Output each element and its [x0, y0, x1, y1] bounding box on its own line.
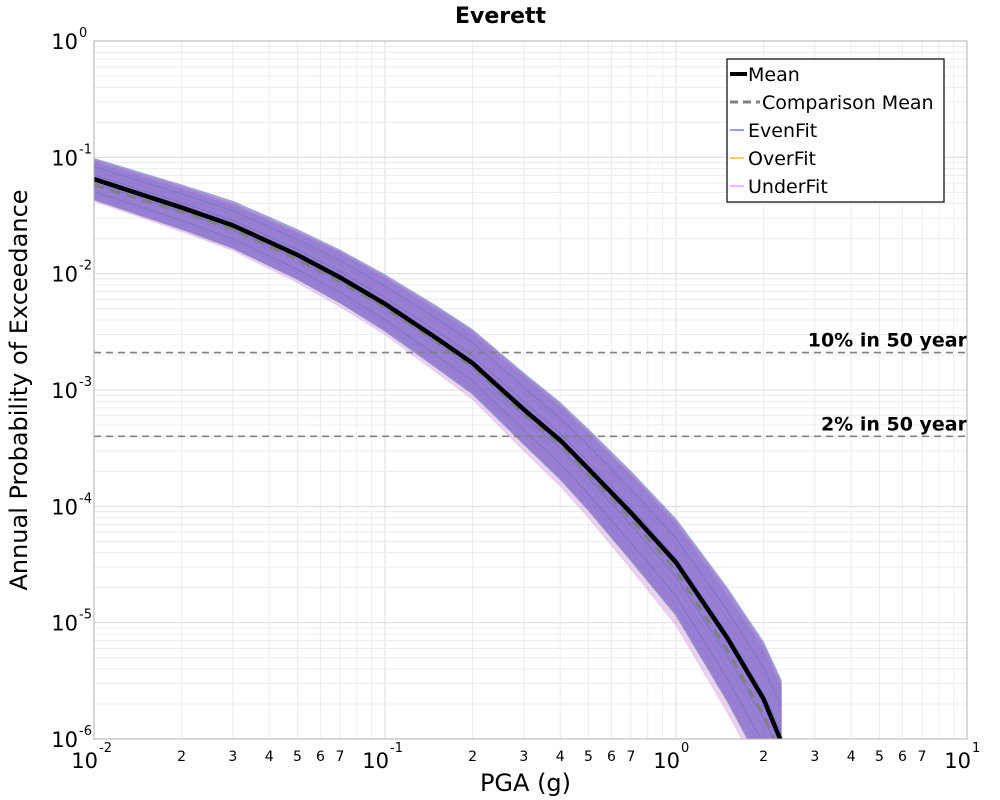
x-tick-exponent: 0 [681, 741, 689, 756]
x-minor-tick-label: 7 [335, 749, 344, 765]
y-tick-label: 10 [51, 30, 78, 54]
x-minor-tick-label: 7 [626, 749, 635, 765]
x-tick-label: 10 [653, 749, 680, 773]
line-mean [94, 176, 783, 739]
legend-label: OverFit [748, 148, 816, 170]
legend-label: Mean [748, 64, 800, 86]
x-minor-tick-label: 2 [759, 749, 768, 765]
reference-lines: 10% in 50 year 2% in 50 year [94, 330, 968, 438]
y-tick-label: 10 [51, 495, 78, 519]
legend-label: UnderFit [748, 176, 828, 198]
y-tick-label: 10 [51, 379, 78, 403]
x-minor-tick-label: 6 [898, 749, 907, 765]
y-tick-exponent: -1 [79, 142, 92, 157]
hline-label: 2% in 50 year [821, 413, 968, 435]
x-tick-label: 10 [71, 749, 98, 773]
y-tick-exponent: -3 [79, 375, 92, 390]
x-minor-tick-label: 7 [917, 749, 926, 765]
x-minor-tick-label: 6 [316, 749, 325, 765]
y-tick-label: 10 [51, 728, 78, 752]
x-minor-tick-label: 5 [875, 749, 884, 765]
y-axis-label: Annual Probability of Exceedance [5, 189, 33, 590]
x-minor-tick-label: 4 [265, 749, 274, 765]
x-tick-exponent: -2 [99, 741, 112, 756]
chart-title: Everett [455, 4, 547, 29]
fit-curve-evenfit [94, 166, 782, 706]
fit-curve-evenfit [94, 182, 774, 739]
x-minor-tick-label: 6 [607, 749, 616, 765]
y-tick-exponent: -5 [79, 608, 92, 623]
hline-label: 10% in 50 year [808, 330, 968, 352]
y-tick-label: 10 [51, 146, 78, 170]
mean-curves [94, 176, 783, 739]
x-tick-exponent: -1 [390, 741, 403, 756]
y-tick-exponent: 0 [79, 26, 87, 41]
x-minor-tick-label: 4 [847, 749, 856, 765]
y-tick-exponent: -4 [79, 491, 92, 506]
x-minor-tick-label: 5 [293, 749, 302, 765]
grid [93, 41, 967, 740]
y-tick-exponent: -6 [79, 724, 92, 739]
x-minor-tick-label: 2 [468, 749, 477, 765]
fit-curve-evenfit [94, 191, 762, 739]
x-minor-tick-label: 3 [519, 749, 528, 765]
x-tick-exponent: 1 [972, 741, 980, 756]
x-tick-label: 10 [362, 749, 389, 773]
legend-label: EvenFit [748, 120, 817, 142]
x-tick-label: 10 [944, 749, 971, 773]
y-tick-exponent: -2 [79, 259, 92, 274]
x-minor-tick-label: 3 [228, 749, 237, 765]
x-minor-tick-label: 4 [556, 749, 565, 765]
y-tick-label: 10 [51, 263, 78, 287]
band-evenfit [94, 157, 782, 739]
legend-label: Comparison Mean [762, 92, 934, 114]
y-tick-label: 10 [51, 612, 78, 636]
x-axis-label: PGA (g) [480, 769, 571, 797]
x-minor-tick-label: 2 [177, 749, 186, 765]
plot-frame [93, 40, 968, 740]
fit-curve-evenfit [94, 174, 782, 732]
x-minor-tick-label: 3 [810, 749, 819, 765]
legend: Mean Comparison Mean EvenFit OverFit UnderFi… [726, 58, 945, 203]
legend-box [726, 58, 945, 203]
x-minor-tick-label: 5 [584, 749, 593, 765]
